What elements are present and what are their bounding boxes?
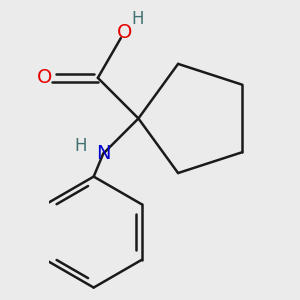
Text: O: O — [37, 68, 52, 87]
Text: H: H — [74, 137, 86, 155]
Text: N: N — [96, 144, 110, 163]
Text: O: O — [117, 23, 132, 42]
Text: H: H — [132, 10, 144, 28]
